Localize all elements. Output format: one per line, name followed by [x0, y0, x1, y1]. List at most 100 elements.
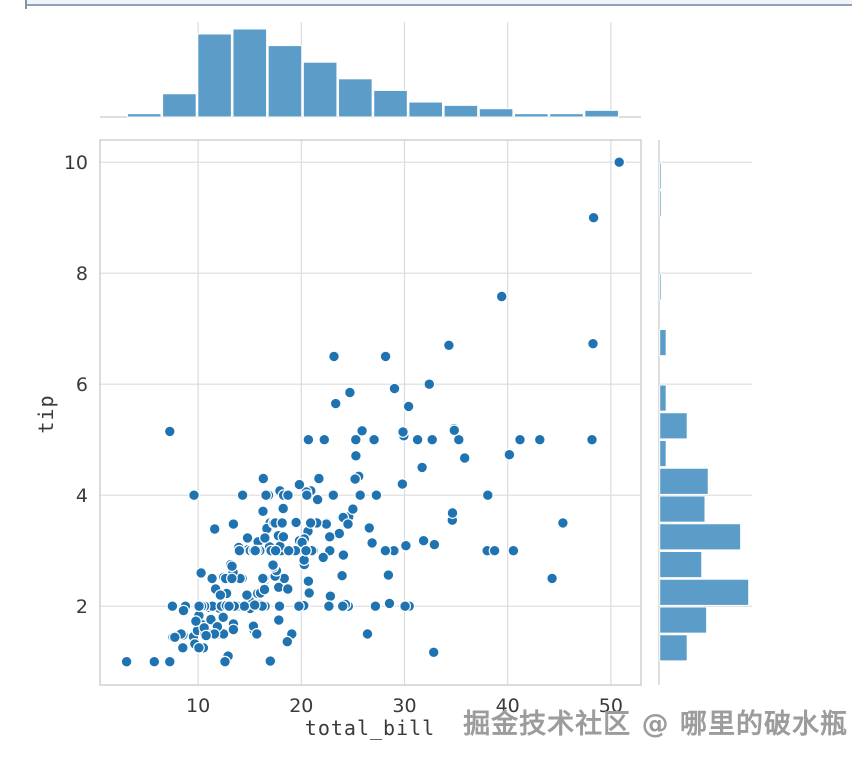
scatter-point	[120, 655, 133, 668]
scatter-point	[257, 505, 269, 518]
scatter-point	[250, 628, 263, 640]
scatter-point	[324, 590, 337, 603]
window-edge-line	[27, 4, 852, 6]
scatter-point	[329, 397, 342, 410]
right-hist-bar	[659, 273, 662, 301]
scatter-point	[370, 489, 383, 502]
scatter-point	[507, 544, 520, 557]
top-hist-bar	[584, 109, 619, 118]
scatter-point	[226, 560, 238, 573]
scatter-point	[328, 350, 340, 363]
scatter-point	[217, 611, 230, 624]
scatter-point	[204, 613, 217, 626]
scatter-point	[177, 604, 190, 617]
scatter-point	[192, 641, 205, 654]
scatter-point	[148, 655, 161, 668]
right-hist-bar	[659, 578, 750, 606]
right-hist-bar	[659, 162, 662, 190]
scatter-point	[189, 615, 202, 628]
right-hist-bar	[659, 190, 662, 218]
scatter-point	[257, 472, 270, 485]
top-hist-bar	[513, 113, 549, 118]
right-hist-bar	[659, 439, 667, 468]
scatter-point	[446, 507, 459, 519]
scatter-point	[347, 503, 359, 516]
scatter-point	[402, 400, 415, 413]
scatter-point	[443, 339, 455, 352]
scatter-point	[227, 623, 240, 636]
scatter-point	[248, 599, 261, 611]
top-hist-bar	[197, 33, 232, 118]
scatter-point	[236, 489, 249, 502]
scatter-point	[304, 517, 317, 529]
scatter-point	[336, 569, 349, 582]
scatter-point	[176, 641, 189, 654]
y-axis-label: tip	[34, 394, 58, 434]
scatter-point	[327, 489, 340, 502]
scatter-point	[383, 597, 396, 610]
scatter-point	[514, 433, 526, 446]
x-axis-label: total_bill	[304, 716, 436, 740]
scatter-point	[282, 544, 295, 557]
y-tick-label: 10	[64, 152, 88, 174]
scatter-point	[336, 600, 349, 613]
scatter-point	[260, 489, 272, 502]
x-tick-label: 50	[599, 695, 623, 717]
scatter-point	[300, 489, 313, 502]
x-tick-label: 40	[496, 695, 520, 717]
window-edge-fill	[27, 0, 852, 4]
scatter-point	[166, 600, 179, 613]
scatter-point	[368, 433, 381, 446]
scatter-point	[208, 523, 221, 535]
scatter-point	[426, 433, 439, 446]
scatter-point	[587, 337, 599, 350]
scatter-point	[399, 600, 412, 613]
scatter-point	[382, 569, 395, 581]
scatter-point	[233, 544, 246, 557]
scatter-point	[214, 589, 227, 601]
x-tick-label: 30	[392, 695, 416, 717]
scatter-point	[258, 583, 271, 596]
scatter-point	[546, 572, 558, 585]
scatter-point	[298, 554, 311, 566]
scatter-point	[168, 631, 181, 644]
right-hist-bar	[659, 606, 708, 634]
scatter-point	[349, 473, 362, 486]
scatter-point	[300, 544, 312, 557]
watermark-text: 掘金技术社区 @ 哪里的破水瓶	[463, 709, 848, 740]
scatter-point	[267, 559, 279, 571]
top-hist-bar	[267, 45, 303, 118]
scatter-point	[557, 517, 569, 529]
top-hist-bar	[302, 61, 338, 118]
scatter-point	[293, 478, 306, 491]
right-hist-bar	[659, 467, 709, 495]
scatter-point	[427, 646, 440, 659]
right-hist-bar	[659, 495, 706, 523]
top-hist-bar	[478, 108, 514, 118]
scatter-point	[317, 551, 330, 564]
scatter-point	[397, 426, 409, 438]
right-hist-bar	[659, 634, 688, 662]
scatter-point	[417, 534, 430, 547]
scatter-point	[277, 530, 290, 543]
scatter-point	[163, 425, 176, 438]
scatter-point	[354, 489, 367, 502]
scatter-point	[290, 516, 303, 529]
scatter-point	[282, 489, 294, 502]
y-tick-label: 2	[76, 596, 88, 618]
scatter-point	[333, 527, 346, 540]
scatter-point	[277, 502, 290, 515]
x-tick-label: 20	[289, 695, 313, 717]
scatter-point	[366, 537, 379, 549]
scatter-point	[223, 600, 236, 613]
top-hist-bar	[373, 89, 408, 118]
scatter-point	[369, 600, 382, 613]
scatter-point	[320, 518, 333, 530]
y-tick-label: 4	[76, 485, 88, 507]
top-hist-bar	[443, 104, 479, 118]
right-hist-bar	[659, 384, 667, 412]
scatter-point	[200, 629, 213, 642]
scatter-point	[276, 517, 289, 529]
